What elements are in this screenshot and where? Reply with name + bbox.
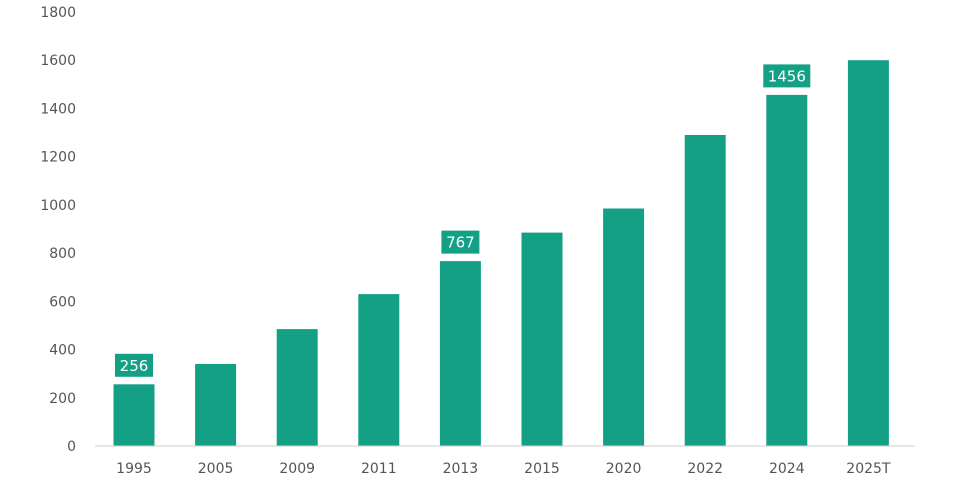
y-tick-label: 1400: [40, 101, 76, 117]
x-tick-label: 2013: [443, 461, 479, 477]
bar-2020: [603, 208, 645, 446]
y-tick-label: 1800: [40, 5, 76, 21]
bar-2011: [358, 294, 400, 446]
y-tick-label: 600: [49, 294, 76, 310]
x-tick-label: 2022: [687, 461, 723, 477]
y-tick-label: 1200: [40, 150, 76, 166]
bar-2013: [439, 261, 481, 446]
bar-2025T: [847, 60, 889, 446]
x-tick-label: 2015: [524, 461, 560, 477]
bar-2024: [766, 94, 808, 447]
data-label-box: [760, 61, 814, 91]
x-tick-label: 2011: [361, 461, 397, 477]
x-tick-label: 2005: [198, 461, 234, 477]
x-axis-tick-labels: 1995 2005 2009 2011 2013 2015 2020 2022 2024 2025…: [116, 461, 891, 477]
y-tick-label: 200: [49, 391, 76, 407]
data-label: 767: [438, 227, 483, 257]
x-tick-label: 1995: [116, 461, 152, 477]
y-tick-label: 0: [67, 439, 76, 455]
bars: [113, 60, 889, 447]
data-label-box: [112, 350, 156, 380]
y-axis-tick-labels: 0 200 400 600 800 1000 1200 1400 1600 1800: [40, 5, 76, 455]
bar-2009: [276, 329, 318, 446]
data-label-box: [438, 227, 483, 257]
bar-2005: [195, 364, 237, 446]
data-labels: 256 767 1456: [112, 61, 814, 380]
x-tick-label: 2009: [279, 461, 315, 477]
data-label: 1456: [760, 61, 814, 91]
y-tick-label: 1600: [40, 53, 76, 69]
y-tick-label: 800: [49, 246, 76, 262]
x-tick-label: 2020: [606, 461, 642, 477]
data-label-text: 256: [120, 357, 149, 375]
x-tick-label: 2024: [769, 461, 805, 477]
y-tick-label: 400: [49, 343, 76, 359]
bar-2015: [521, 232, 563, 446]
bar-2022: [684, 135, 726, 446]
data-label: 256: [112, 350, 156, 380]
y-tick-label: 1000: [40, 198, 76, 214]
bar-1995: [113, 384, 155, 446]
x-tick-label: 2025T: [846, 461, 891, 477]
data-label-text: 767: [446, 234, 475, 252]
data-label-text: 1456: [768, 67, 806, 85]
